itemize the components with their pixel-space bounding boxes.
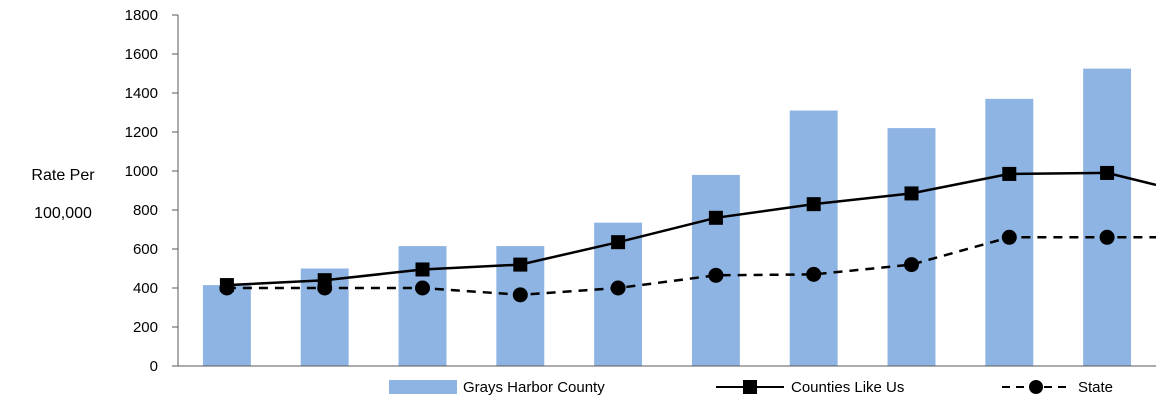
- marker-counties-like-us: [806, 197, 821, 212]
- y-tick-label: 800: [133, 202, 158, 219]
- y-axis-label: Rate Per 100,000: [31, 167, 95, 222]
- marker-state: [1099, 229, 1115, 245]
- y-tick-label: 1800: [125, 7, 158, 24]
- y-tick-label: 0: [150, 358, 158, 375]
- y-axis-label-line-1: Rate Per: [31, 167, 95, 184]
- marker-state: [512, 287, 528, 303]
- marker-state: [219, 280, 235, 296]
- marker-counties-like-us: [513, 257, 528, 272]
- axes-layer: 0 200 400 600 800 1000 1200 1400 1600 1800: [125, 7, 1156, 375]
- marker-state: [317, 280, 333, 296]
- bar-grays-harbor-county: [887, 128, 936, 366]
- legend-label-grays-harbor-county: Grays Harbor County: [463, 379, 605, 396]
- marker-state: [1001, 229, 1017, 245]
- markers-layer: [219, 165, 1115, 303]
- marker-counties-like-us: [1002, 166, 1017, 181]
- y-tick-label: 1600: [125, 46, 158, 63]
- y-axis-label-line-2: 100,000: [34, 205, 92, 222]
- marker-counties-like-us: [611, 235, 626, 250]
- legend: Grays Harbor County Counties Like Us Sta…: [389, 379, 1113, 396]
- marker-counties-like-us: [415, 262, 430, 277]
- legend-marker-counties-like-us: [743, 380, 757, 394]
- bars-layer: [202, 68, 1132, 366]
- marker-state: [806, 266, 822, 282]
- bar-grays-harbor-county: [1083, 68, 1132, 366]
- y-tick-label: 200: [133, 319, 158, 336]
- bar-grays-harbor-county: [202, 285, 251, 366]
- marker-state: [610, 280, 626, 296]
- y-tick-label: 400: [133, 280, 158, 297]
- legend-item-state: State: [1002, 379, 1113, 396]
- legend-swatch-grays-harbor-county: [389, 380, 457, 394]
- legend-label-state: State: [1078, 379, 1113, 396]
- y-tick-label: 1000: [125, 163, 158, 180]
- marker-counties-like-us: [1100, 165, 1115, 180]
- y-tick-label: 600: [133, 241, 158, 258]
- y-tick-label: 1200: [125, 124, 158, 141]
- legend-marker-state: [1029, 380, 1043, 394]
- marker-state: [708, 267, 724, 283]
- marker-counties-like-us: [708, 210, 723, 225]
- line-state: [226, 236, 1156, 297]
- y-tick-label: 1400: [125, 85, 158, 102]
- legend-item-counties-like-us: Counties Like Us: [716, 379, 904, 396]
- marker-state: [415, 280, 430, 296]
- legend-item-grays-harbor-county: Grays Harbor County: [389, 379, 605, 396]
- bar-grays-harbor-county: [789, 110, 838, 366]
- marker-state: [904, 257, 919, 273]
- legend-label-counties-like-us: Counties Like Us: [791, 379, 904, 396]
- marker-counties-like-us: [904, 186, 919, 201]
